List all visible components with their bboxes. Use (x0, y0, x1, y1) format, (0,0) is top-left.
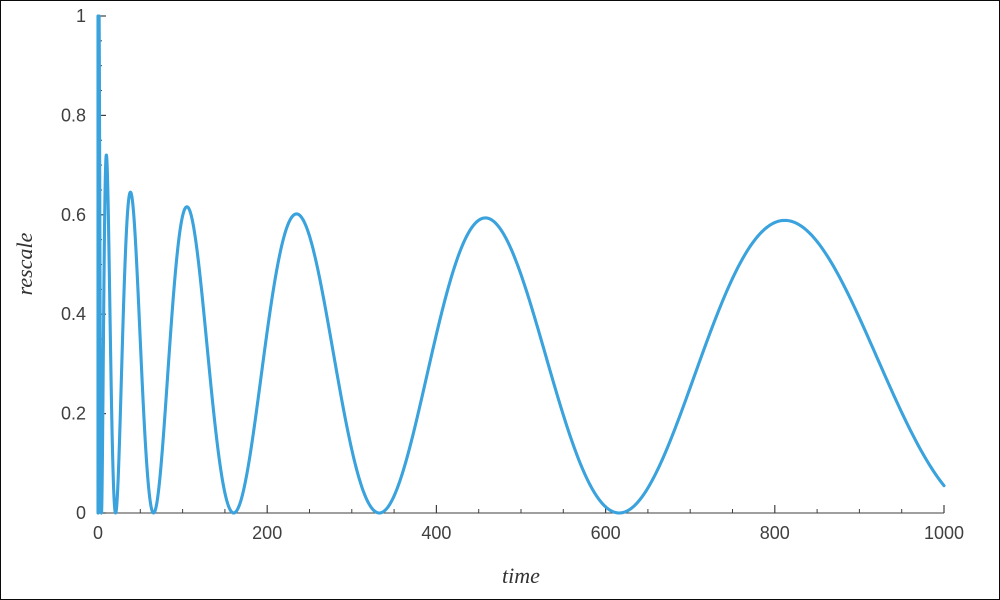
x-tick-label: 200 (252, 523, 282, 543)
x-tick-label: 400 (421, 523, 451, 543)
y-tick-label: 1 (76, 6, 86, 26)
series-line-rescale (96, 14, 946, 515)
y-tick-label: 0.4 (61, 304, 86, 324)
y-tick-label: 0.8 (61, 105, 86, 125)
y-tick-label: 0.2 (61, 404, 86, 424)
y-tick-label: 0 (76, 503, 86, 523)
x-tick-label: 0 (93, 523, 103, 543)
y-tick-label: 0.6 (61, 205, 86, 225)
x-tick-label: 600 (591, 523, 621, 543)
x-axis-label: time (502, 563, 540, 588)
y-axis-label: rescale (12, 232, 37, 296)
x-tick-label: 1000 (924, 523, 964, 543)
x-tick-label: 800 (760, 523, 790, 543)
